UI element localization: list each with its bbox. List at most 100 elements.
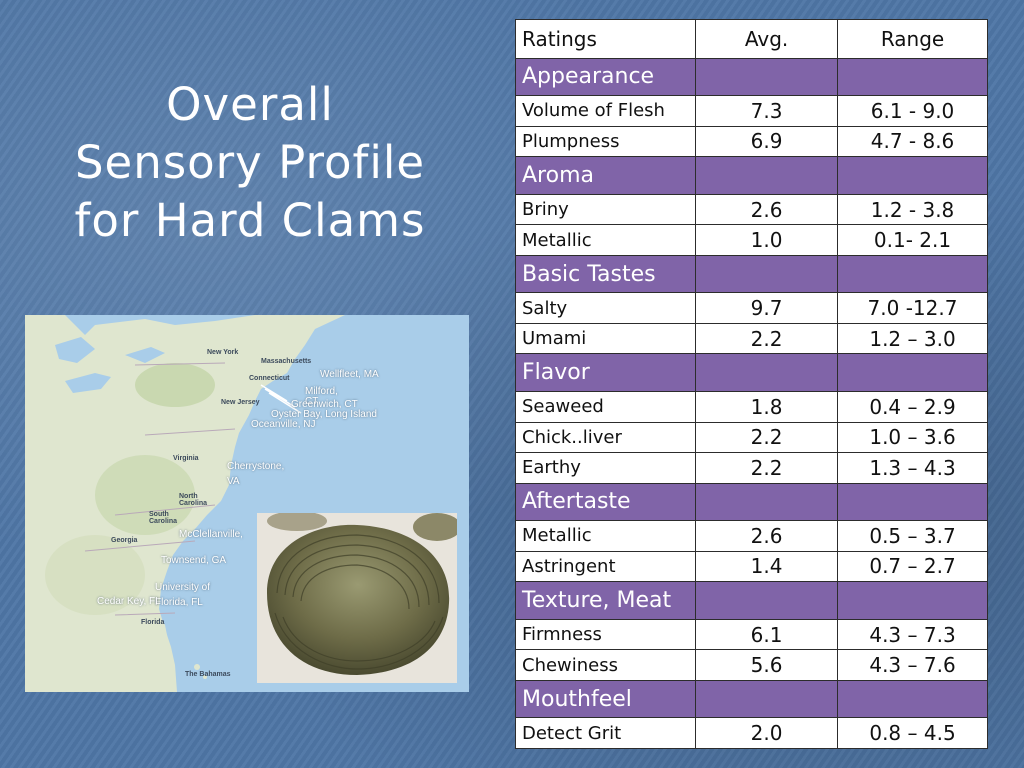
attribute-cell: Chewiness	[514, 649, 697, 681]
site-wellfleet: Wellfleet, MA	[320, 369, 379, 380]
range-cell: 0.7 – 2.7	[837, 550, 988, 583]
map-label-connecticut: Connecticut	[249, 375, 290, 382]
range-cell: 0.1- 2.1	[837, 224, 988, 256]
category-label: Aroma	[514, 156, 697, 195]
map-label-florida: Florida	[141, 619, 165, 626]
avg-cell: 1.8	[695, 391, 839, 423]
category-label: Texture, Meat	[514, 581, 697, 620]
site-milford: Milford, CT	[305, 386, 338, 407]
category-row: Appearance	[514, 57, 988, 97]
attribute-cell: Salty	[514, 292, 697, 324]
table-row: Detect Grit 2.0 0.8 – 4.5	[514, 717, 988, 749]
map-label-new-jersey: New Jersey	[221, 399, 260, 406]
table-row: Metallic 1.0 0.1- 2.1	[514, 224, 988, 256]
avg-cell: 6.9	[695, 125, 839, 158]
attribute-cell: Detect Grit	[514, 717, 697, 749]
avg-cell: 9.7	[695, 292, 839, 324]
title-line-3: for Hard Clams	[74, 194, 426, 247]
attribute-cell: Earthy	[514, 452, 697, 484]
site-mcclellanville: McClellanville,	[179, 529, 243, 540]
avg-cell: 1.4	[695, 550, 839, 583]
slide-title: Overall Sensory Profile for Hard Clams	[40, 76, 460, 250]
map-label-north-carolina: North Carolina	[179, 493, 208, 507]
map-landmass	[25, 315, 469, 692]
category-label: Basic Tastes	[514, 254, 697, 294]
category-label: Appearance	[514, 57, 697, 97]
category-row: Mouthfeel	[514, 679, 988, 719]
avg-cell: 2.2	[695, 421, 839, 454]
category-label: Aftertaste	[514, 482, 697, 522]
range-cell: 1.2 – 3.0	[837, 322, 988, 355]
site-cedar-key: Cedar Key, FL	[97, 596, 161, 607]
category-label: Flavor	[514, 353, 697, 393]
avg-cell: 5.6	[695, 649, 839, 681]
category-row: Aroma	[514, 156, 988, 195]
attribute-cell: Umami	[514, 322, 697, 355]
attribute-cell: Briny	[514, 193, 697, 226]
avg-cell: 2.6	[695, 193, 839, 226]
category-row: Texture, Meat	[514, 581, 988, 620]
site-university-of-florida: University of Florida, FL	[155, 582, 211, 608]
clam-photo	[257, 513, 457, 683]
avg-cell: 2.2	[695, 452, 839, 484]
table-row: Chick..liver 2.2 1.0 – 3.6	[514, 421, 988, 454]
map-label-south-carolina: South Carolina	[149, 511, 178, 525]
table-row: Volume of Flesh 7.3 6.1 - 9.0	[514, 95, 988, 127]
map-label-georgia: Georgia	[111, 537, 138, 544]
attribute-cell: Astringent	[514, 550, 697, 583]
table-row: Earthy 2.2 1.3 – 4.3	[514, 452, 988, 484]
category-label: Mouthfeel	[514, 679, 697, 719]
table-row: Plumpness 6.9 4.7 - 8.6	[514, 125, 988, 158]
range-cell: 6.1 - 9.0	[837, 95, 988, 127]
attribute-cell: Metallic	[514, 520, 697, 552]
table-row: Astringent 1.4 0.7 – 2.7	[514, 550, 988, 583]
table-row: Umami 2.2 1.2 – 3.0	[514, 322, 988, 355]
range-cell: 4.3 – 7.3	[837, 618, 988, 651]
range-cell: 4.7 - 8.6	[837, 125, 988, 158]
range-cell: 0.4 – 2.9	[837, 391, 988, 423]
range-cell: 0.5 – 3.7	[837, 520, 988, 552]
attribute-cell: Chick..liver	[514, 421, 697, 454]
table-row: Briny 2.6 1.2 - 3.8	[514, 193, 988, 226]
category-row: Flavor	[514, 353, 988, 393]
range-cell: 1.3 – 4.3	[837, 452, 988, 484]
title-line-2: Sensory Profile	[74, 136, 426, 189]
avg-cell: 2.2	[695, 322, 839, 355]
range-cell: 4.3 – 7.6	[837, 649, 988, 681]
attribute-cell: Volume of Flesh	[514, 95, 697, 127]
attribute-cell: Seaweed	[514, 391, 697, 423]
category-row: Basic Tastes	[514, 254, 988, 294]
attribute-cell: Firmness	[514, 618, 697, 651]
table-row: Metallic 2.6 0.5 – 3.7	[514, 520, 988, 552]
avg-cell: 6.1	[695, 618, 839, 651]
site-oceanville: Oceanville, NJ	[251, 419, 316, 430]
category-row: Aftertaste	[514, 482, 988, 522]
avg-cell: 1.0	[695, 224, 839, 256]
header-avg: Avg.	[695, 19, 839, 59]
avg-cell: 2.0	[695, 717, 839, 749]
attribute-cell: Metallic	[514, 224, 697, 256]
table-header-row: Ratings Avg. Range	[514, 19, 988, 59]
range-cell: 1.0 – 3.6	[837, 421, 988, 454]
map-label-virginia: Virginia	[173, 455, 199, 462]
table-row: Seaweed 1.8 0.4 – 2.9	[514, 391, 988, 423]
header-range: Range	[837, 19, 988, 59]
sampling-sites-map: New York Massachusetts Connecticut New J…	[25, 315, 469, 692]
header-ratings: Ratings	[514, 19, 697, 59]
site-greenwich: Greenwich, CT	[291, 399, 358, 410]
avg-cell: 7.3	[695, 95, 839, 127]
table-row: Firmness 6.1 4.3 – 7.3	[514, 618, 988, 651]
title-line-1: Overall	[166, 78, 334, 131]
range-cell: 0.8 – 4.5	[837, 717, 988, 749]
attribute-cell: Plumpness	[514, 125, 697, 158]
avg-cell: 2.6	[695, 520, 839, 552]
table-row: Chewiness 5.6 4.3 – 7.6	[514, 649, 988, 681]
range-cell: 7.0 -12.7	[837, 292, 988, 324]
map-label-new-york: New York	[207, 349, 239, 356]
range-cell: 1.2 - 3.8	[837, 193, 988, 226]
site-oyster-bay: Oyster Bay, Long Island	[271, 409, 377, 420]
map-label-massachusetts: Massachusetts	[261, 358, 312, 365]
sensory-profile-table: Ratings Avg. Range Appearance Volume of …	[514, 19, 988, 749]
site-cherrystone: Cherrystone, VA	[227, 461, 285, 487]
map-label-the-bahamas: The Bahamas	[185, 671, 231, 678]
